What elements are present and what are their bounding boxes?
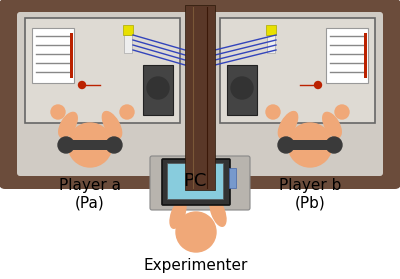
Bar [364,33,367,78]
Ellipse shape [179,217,213,237]
Bar [32,28,74,83]
Bar [70,33,73,78]
Ellipse shape [102,112,122,138]
Bar [167,163,223,199]
Circle shape [68,123,112,167]
Bar [220,18,375,123]
Circle shape [120,105,134,119]
FancyBboxPatch shape [0,0,400,189]
Bar [266,25,276,35]
Ellipse shape [59,112,77,138]
Circle shape [326,137,342,153]
Bar [326,28,368,83]
Text: PC: PC [183,172,207,190]
Bar [124,35,132,53]
Circle shape [314,81,322,88]
Circle shape [278,137,294,153]
Ellipse shape [278,112,298,138]
Bar [25,18,180,123]
Text: Experimenter: Experimenter [144,258,248,273]
Ellipse shape [323,112,341,138]
Bar [123,25,133,35]
Text: Player b
(Pb): Player b (Pb) [279,178,341,210]
Bar [143,65,173,115]
Text: Player a
(Pa): Player a (Pa) [59,178,121,210]
Circle shape [78,81,86,88]
Circle shape [335,105,349,119]
Bar [229,168,236,188]
Circle shape [147,77,169,99]
Bar [66,140,114,150]
Ellipse shape [292,139,328,161]
Circle shape [266,105,280,119]
Circle shape [231,77,253,99]
FancyBboxPatch shape [150,156,250,210]
Circle shape [106,137,122,153]
Bar [185,5,215,190]
Circle shape [58,137,74,153]
Bar [227,65,257,115]
Circle shape [288,123,332,167]
FancyBboxPatch shape [162,159,230,205]
Ellipse shape [210,198,226,226]
FancyBboxPatch shape [17,12,383,176]
Ellipse shape [170,200,186,228]
Circle shape [51,105,65,119]
Circle shape [176,212,216,252]
Bar [267,35,275,53]
Bar [286,140,334,150]
Ellipse shape [72,139,108,161]
